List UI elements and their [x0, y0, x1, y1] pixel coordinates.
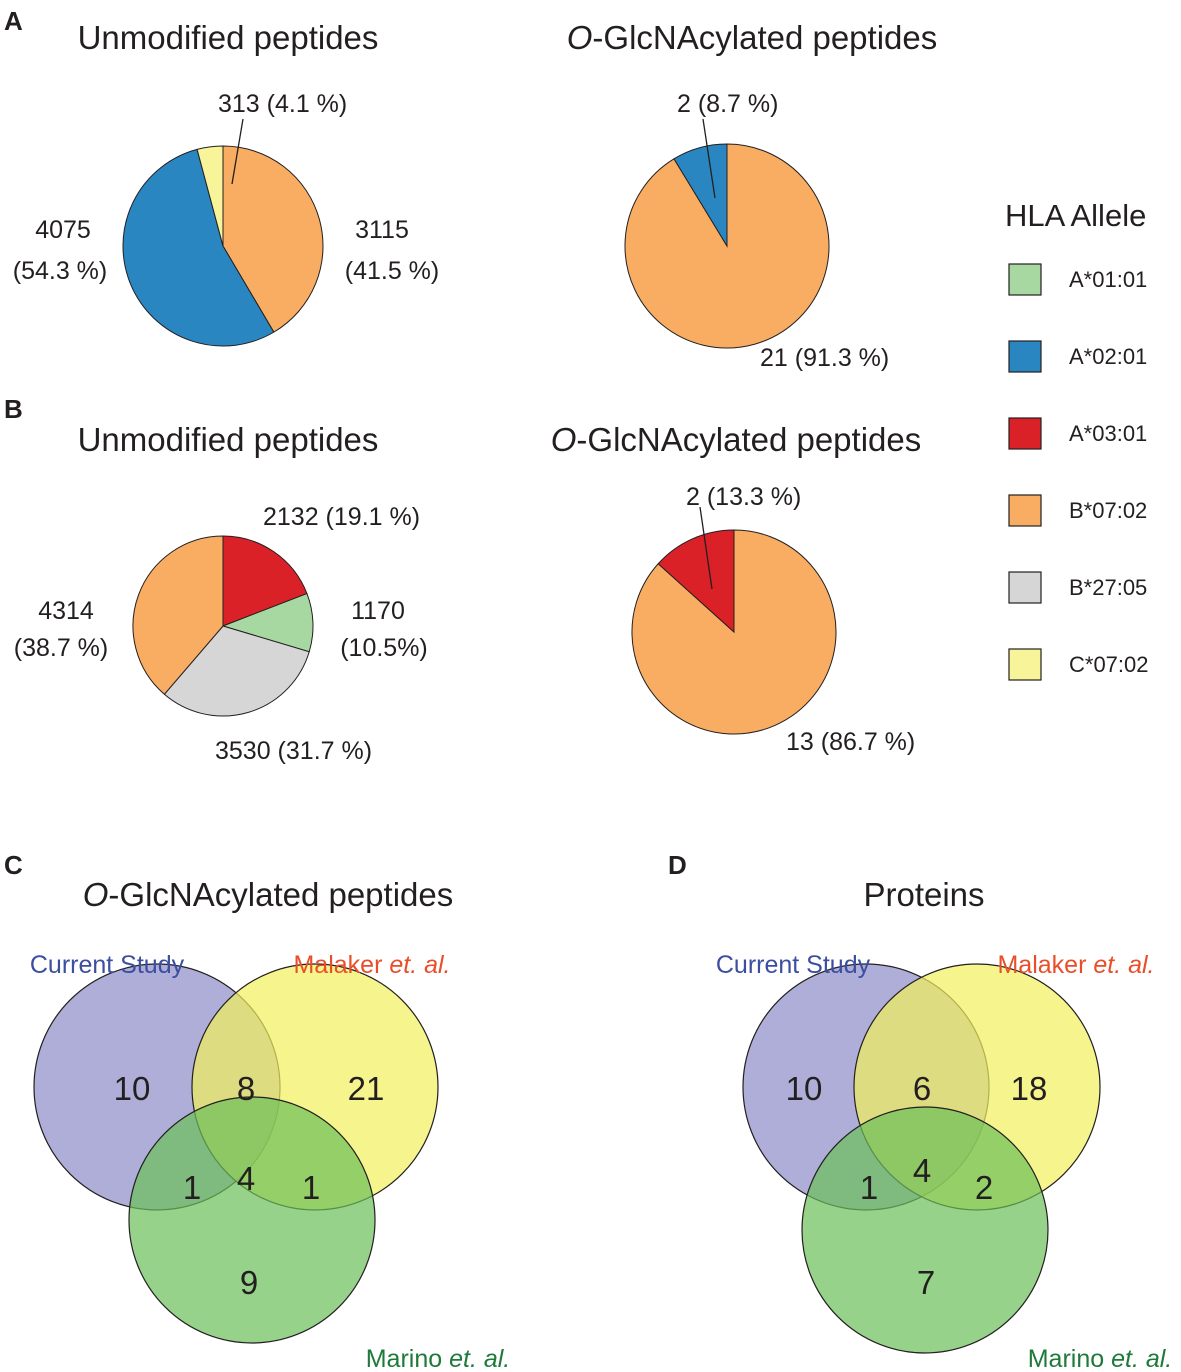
- venn-label-malaker: Malaker et. al.: [293, 951, 450, 979]
- venn-region-current-malaker: 8: [237, 1070, 255, 1107]
- slice-label-a0101-count: 1170: [351, 597, 405, 625]
- pie-title: Unmodified peptides: [78, 421, 379, 458]
- pie-slice-c0702: [196, 145, 224, 247]
- pie-b-oglcnac: O-GlcNAcylated peptides 2 (13.3 %) 13 (8…: [551, 421, 922, 756]
- pie-slice-a0201: [673, 143, 728, 248]
- leader-line: [231, 118, 244, 185]
- pie-slice-a0201: [122, 148, 275, 347]
- pie-title: O-GlcNAcylated peptides: [551, 421, 922, 458]
- venn-region-marino-only: 9: [240, 1264, 258, 1301]
- leader-line: [699, 506, 713, 590]
- slice-label-a0101-pct: (10.5%): [340, 634, 428, 662]
- pie-title: O-GlcNAcylated peptides: [567, 19, 938, 56]
- pie-a-oglcnac: O-GlcNAcylated peptides 2 (8.7 %) 21 (91…: [567, 19, 938, 372]
- slice-label-b0702: 13 (86.7 %): [786, 728, 915, 756]
- venn-region-all-three: 4: [237, 1160, 255, 1197]
- slice-label-a0301: 2 (13.3 %): [686, 483, 801, 511]
- slice-label-b0702: 21 (91.3 %): [760, 344, 889, 372]
- venn-label-current-study: Current Study: [716, 951, 871, 979]
- pie-slices: [122, 145, 324, 347]
- venn-circle-marino: [128, 1096, 376, 1344]
- legend-title: HLA Allele: [1005, 198, 1146, 233]
- pie-slice-b0702: [222, 145, 324, 333]
- legend-swatch-b2705: [1008, 571, 1042, 604]
- legend-swatch-a0301: [1008, 417, 1042, 450]
- venn-region-all-three: 4: [913, 1152, 931, 1189]
- pie-slice-a0301: [657, 529, 735, 634]
- venn-label-marino: Marino et. al.: [1028, 1345, 1173, 1372]
- slice-label-b0702-pct: (38.7 %): [14, 634, 108, 662]
- pie-slices: [624, 143, 830, 349]
- legend-label-b2705: B*27:05: [1069, 575, 1147, 600]
- legend-swatch-c0702: [1008, 648, 1042, 681]
- venn-label-malaker: Malaker et. al.: [997, 951, 1154, 979]
- slice-label-b0702-count: 3115: [355, 216, 409, 244]
- slice-label-a0301: 2132 (19.1 %): [263, 503, 420, 531]
- pie-b-unmodified: Unmodified peptides 2132 (19.1 %) 1170 (…: [14, 421, 428, 765]
- legend-label-a0301: A*03:01: [1069, 421, 1147, 446]
- panel-letter-d: D: [668, 850, 687, 880]
- venn-region-current-only: 10: [114, 1070, 151, 1107]
- venn-region-current-malaker: 6: [913, 1070, 931, 1107]
- leader-line: [702, 118, 716, 199]
- slice-label-a0201: 2 (8.7 %): [677, 90, 778, 118]
- venn-region-malaker-marino: 2: [975, 1169, 993, 1206]
- slice-label-b0702-pct: (41.5 %): [345, 257, 439, 285]
- slice-label-a0201-count: 4075: [35, 216, 91, 244]
- panel-letter-b: B: [4, 394, 23, 424]
- legend-label-b0702: B*07:02: [1069, 498, 1147, 523]
- legend-swatch-a0201: [1008, 340, 1042, 373]
- legend-label-a0101: A*01:01: [1069, 267, 1147, 292]
- venn-title: Proteins: [863, 876, 984, 913]
- venn-label-marino: Marino et. al.: [366, 1345, 511, 1372]
- venn-circle-marino: [801, 1106, 1049, 1354]
- legend-label-a0201: A*02:01: [1069, 344, 1147, 369]
- panel-letter-a: A: [4, 6, 23, 36]
- legend-swatch-a0101: [1008, 263, 1042, 296]
- pie-a-unmodified: Unmodified peptides 313 (4.1 %) 3115 (41…: [13, 19, 439, 347]
- venn-label-current-study: Current Study: [30, 951, 185, 979]
- venn-region-marino-only: 7: [917, 1264, 935, 1301]
- pie-slice-a0301: [222, 535, 308, 627]
- legend: HLA Allele A*01:01 A*02:01 A*03:01 B*07:02 B…: [1005, 198, 1149, 681]
- venn-region-current-marino: 1: [860, 1169, 878, 1206]
- panel-letter-c: C: [4, 850, 23, 880]
- legend-swatch-b0702: [1008, 494, 1042, 527]
- slice-label-b2705: 3530 (31.7 %): [215, 737, 372, 765]
- pie-title: Unmodified peptides: [78, 19, 379, 56]
- legend-items: A*01:01 A*02:01 A*03:01 B*07:02 B*27:05 C*07:…: [1008, 263, 1149, 681]
- pie-slices: [631, 529, 837, 735]
- slice-label-b0702-count: 4314: [38, 597, 94, 625]
- venn-region-malaker-only: 21: [348, 1070, 385, 1107]
- venn-region-malaker-only: 18: [1011, 1070, 1048, 1107]
- venn-d-proteins: Proteins Current Study Malaker et. al. M…: [716, 876, 1172, 1372]
- venn-title: O-GlcNAcylated peptides: [83, 876, 454, 913]
- venn-region-current-marino: 1: [183, 1169, 201, 1206]
- venn-region-current-only: 10: [786, 1070, 823, 1107]
- pie-slices: [132, 535, 314, 717]
- venn-region-malaker-marino: 1: [302, 1169, 320, 1206]
- pie-slice-b2705: [163, 625, 310, 717]
- legend-label-c0702: C*07:02: [1069, 652, 1149, 677]
- pie-slice-b0702: [132, 535, 224, 695]
- slice-label-c0702: 313 (4.1 %): [218, 90, 347, 118]
- slice-label-a0201-pct: (54.3 %): [13, 257, 107, 285]
- venn-c-oglcnac: O-GlcNAcylated peptides Current Study Ma…: [30, 876, 510, 1372]
